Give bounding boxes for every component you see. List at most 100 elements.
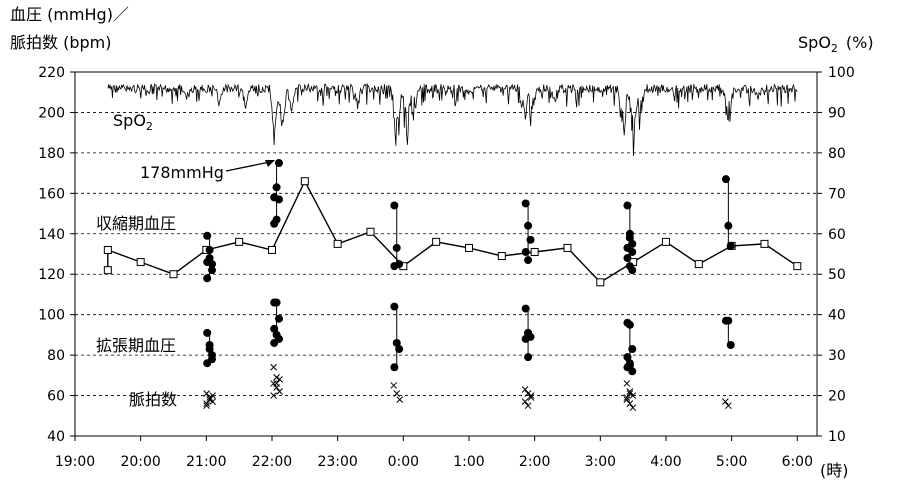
y-left-tick-label: 120	[38, 267, 65, 283]
diastolic-point	[274, 314, 283, 323]
diastolic-point	[205, 345, 214, 354]
pulse-cross	[393, 390, 401, 397]
x-tick-label: 4:00	[650, 454, 681, 470]
pulse-cross	[270, 380, 277, 387]
pulse-cross	[521, 398, 529, 405]
pulse-cross	[390, 382, 398, 389]
systolic-point	[392, 243, 401, 252]
x-tick-label: 6:00	[782, 454, 813, 470]
diastolic-point	[390, 363, 399, 372]
pulse-cross	[270, 392, 277, 399]
systolic-square-marker	[694, 260, 703, 269]
peak-arrowhead	[265, 160, 275, 167]
pulse-cross	[527, 392, 535, 399]
systolic-point	[203, 274, 212, 283]
spo2-line	[107, 82, 798, 157]
systolic-point	[270, 193, 279, 202]
diastolic-point	[726, 341, 735, 349]
systolic-square-marker	[366, 227, 375, 236]
y-left-tick-label: 140	[38, 227, 65, 243]
systolic-square-marker	[169, 270, 178, 279]
x-tick-label: 0:00	[388, 454, 419, 470]
y-right-tick-label: 40	[828, 308, 846, 324]
systolic-point	[205, 245, 214, 254]
systolic-point	[203, 258, 212, 267]
y-left-ticks: 40 60 80 100 120 140 160 180 200 220	[38, 65, 75, 445]
diastolic-point	[272, 298, 281, 307]
systolic-point	[623, 201, 632, 210]
pulse-cross	[206, 394, 213, 401]
x-tick-label: 3:00	[585, 454, 616, 470]
pulse-cross	[209, 392, 216, 399]
y-right-label-sub: 2	[831, 42, 838, 55]
diastolic-point	[395, 345, 404, 354]
pulse-cross	[203, 390, 210, 397]
x-tick-label: 20:00	[120, 454, 160, 470]
y-right-tick-label: 10	[828, 429, 846, 445]
systolic-square-marker	[596, 278, 605, 287]
y-left-tick-label: 100	[38, 308, 65, 324]
y-left-tick-label: 40	[47, 429, 65, 445]
markers	[103, 159, 802, 412]
plot-frame	[74, 71, 818, 437]
pulse-cross	[722, 398, 729, 405]
event-lines	[209, 163, 729, 372]
y-left-tick-label: 160	[38, 186, 65, 202]
y-right-label-main: SpO	[798, 33, 831, 52]
spo2-annotation-sub: 2	[146, 120, 153, 133]
diastolic-point	[521, 334, 530, 343]
pulse-cross	[524, 402, 532, 410]
systolic-square-marker	[563, 243, 572, 252]
diastolic-point	[270, 324, 279, 333]
pulse-cross	[527, 394, 535, 401]
systolic-square-marker	[432, 237, 441, 246]
pulse-cross	[203, 400, 210, 407]
systolic-annotation: 収縮期血圧	[96, 214, 176, 233]
systolic-point	[390, 262, 399, 271]
pulse-cross	[623, 394, 631, 401]
pulse-cross	[276, 376, 283, 383]
systolic-point	[628, 266, 637, 275]
systolic-point	[524, 221, 533, 230]
systolic-point	[726, 241, 735, 250]
x-ticks: 19:00 20:00 21:00 22:00 23:00 0:00 1:00 2:00 3:0…	[55, 436, 813, 470]
y-left-tick-label: 80	[47, 348, 65, 364]
systolic-square-marker	[497, 252, 506, 261]
systolic-square-marker	[235, 237, 244, 246]
x-tick-label: 22:00	[252, 454, 292, 470]
systolic-square-marker	[464, 243, 473, 252]
pulse-cross	[623, 380, 631, 387]
systolic-square-marker	[300, 177, 309, 186]
systolic-square-marker	[103, 266, 112, 275]
y-right-tick-label: 70	[828, 186, 846, 202]
systolic-point	[628, 247, 637, 256]
pulse-cross	[629, 404, 637, 412]
pulse-cross	[626, 390, 634, 397]
x-tick-label: 2:00	[519, 454, 550, 470]
x-tick-label: 1:00	[453, 454, 484, 470]
x-tick-label: 23:00	[317, 454, 357, 470]
spo2-annotation: SpO2	[113, 111, 153, 133]
y-right-tick-label: 90	[828, 105, 846, 121]
y-right-tick-label: 100	[828, 65, 855, 81]
y-right-tick-label: 30	[828, 348, 846, 364]
spo2-annotation-main: SpO	[113, 111, 146, 130]
pulse-cross	[206, 396, 213, 403]
pulse-cross	[626, 388, 634, 395]
diastolic-point	[524, 353, 533, 362]
pulse-cross	[273, 374, 280, 381]
diastolic-point	[208, 355, 217, 364]
systolic-point	[721, 175, 730, 184]
y-right-tick-label: 20	[828, 389, 846, 405]
diastolic-point	[724, 316, 733, 325]
systolic-point	[208, 266, 217, 275]
y-right-label-unit: (%)	[846, 33, 874, 52]
systolic-square-marker	[661, 237, 670, 246]
systolic-point	[623, 254, 632, 263]
systolic-point	[524, 256, 533, 265]
y-left-tick-label: 200	[38, 105, 65, 121]
pulse-cross	[270, 363, 277, 371]
y-right-tick-label: 80	[828, 146, 846, 162]
systolic-point	[272, 183, 281, 192]
